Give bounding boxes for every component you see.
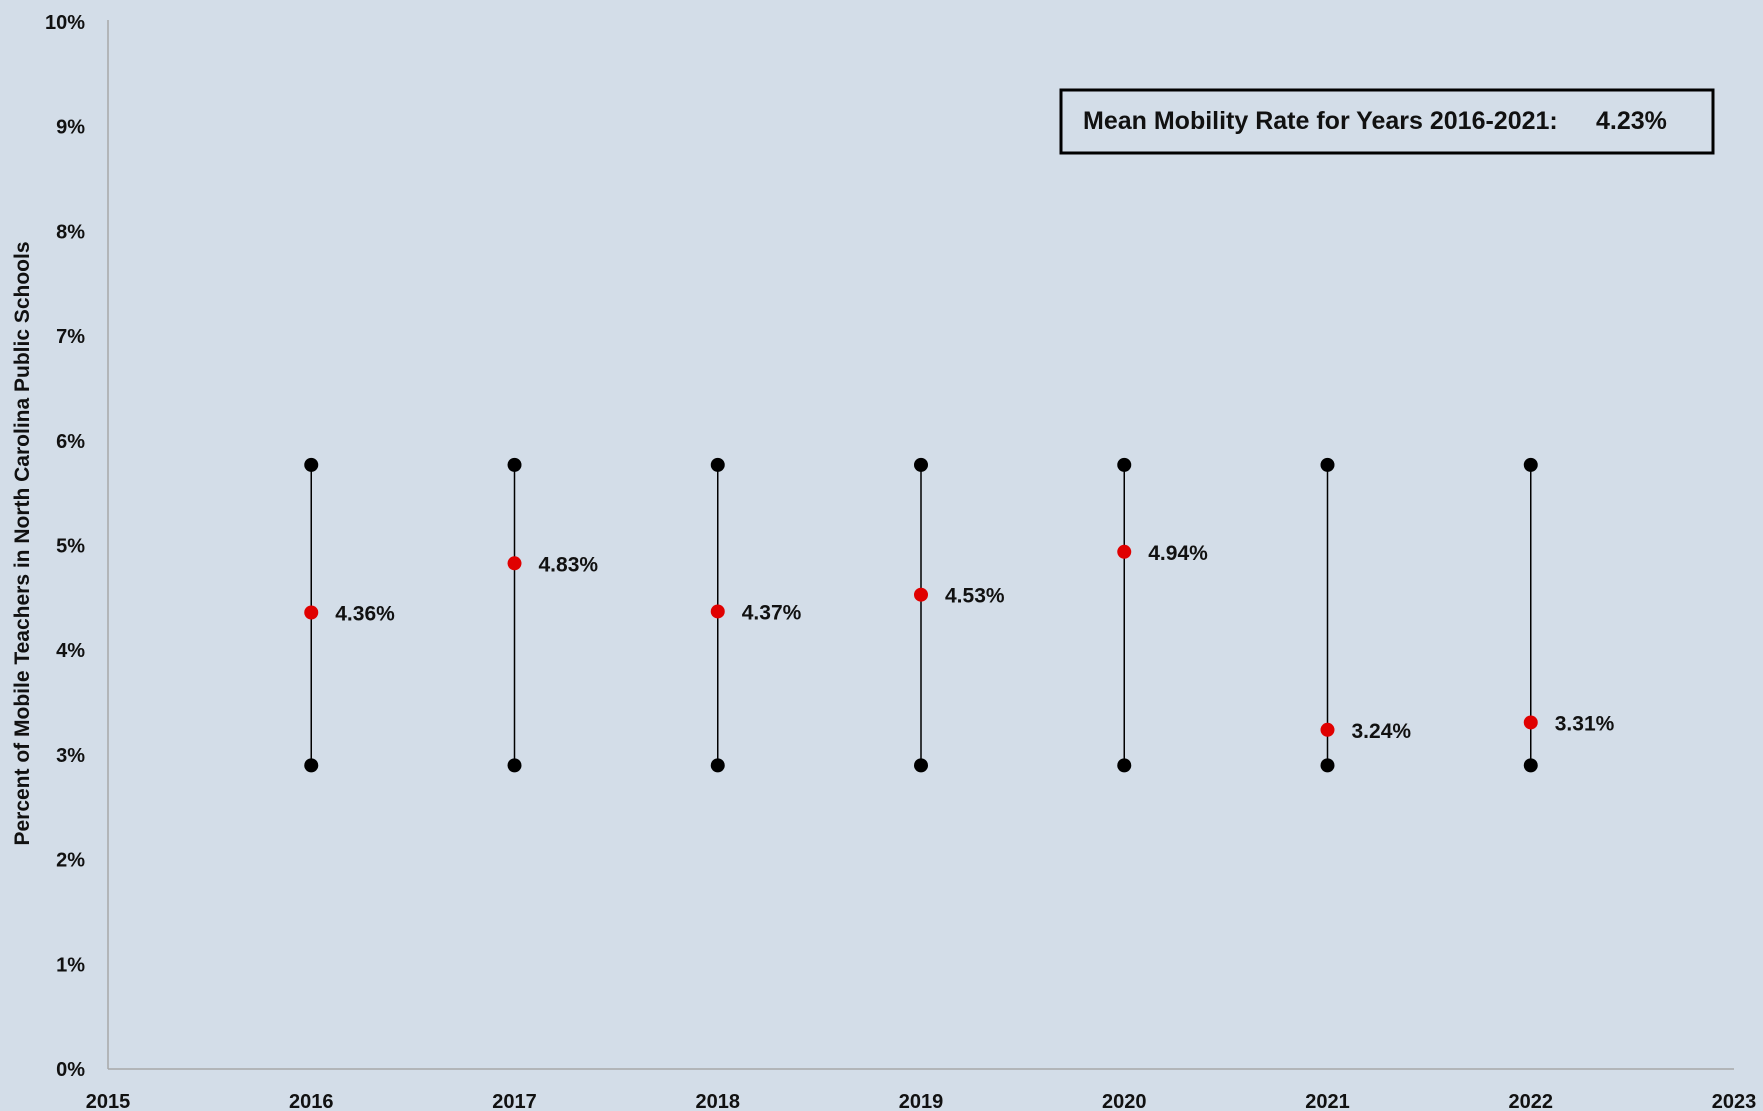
range-high-point: [304, 457, 319, 472]
range-low-point: [914, 758, 928, 773]
rate-data-label: 4.37%: [742, 601, 802, 624]
rate-point: [710, 604, 725, 619]
x-tick-label: 2016: [289, 1091, 334, 1111]
y-tick-label: 8%: [56, 221, 85, 243]
rate-data-label: 4.53%: [945, 585, 1005, 608]
rate-points: [304, 544, 1538, 737]
x-tick-label: 2018: [696, 1091, 741, 1111]
y-tick-label: 0%: [56, 1059, 85, 1081]
rate-point: [304, 605, 319, 620]
x-tick-label: 2020: [1102, 1091, 1147, 1111]
range-high-point: [507, 457, 522, 472]
rate-data-label: 4.36%: [335, 603, 395, 626]
x-tick-label: 2015: [86, 1091, 131, 1111]
range-high-point: [1523, 457, 1538, 472]
rate-data-label: 4.94%: [1148, 542, 1208, 565]
y-tick-label: 3%: [56, 745, 85, 767]
range-high-point: [914, 457, 928, 472]
rate-point: [914, 587, 928, 602]
axes: [107, 20, 1734, 1070]
x-tick-label: 2017: [492, 1091, 537, 1111]
range-low-point: [710, 758, 725, 773]
range-low-point: [1320, 758, 1335, 773]
y-tick-label: 6%: [56, 431, 85, 453]
range-low-point: [507, 758, 522, 773]
y-tick-label: 5%: [56, 536, 85, 558]
range-high-point: [710, 457, 725, 472]
range-low-point: [1117, 758, 1132, 773]
mean-annotation-label: Mean Mobility Rate for Years 2016-2021:: [1083, 107, 1558, 135]
rate-point: [1320, 722, 1335, 737]
range-low-point: [1523, 758, 1538, 773]
rate-labels: 4.36% 4.83% 4.37% 4.53% 4.94% 3.24% 3.31%: [335, 542, 1614, 743]
y-tick-label: 9%: [56, 117, 85, 139]
x-tick-label: 2019: [899, 1091, 944, 1111]
rate-data-label: 3.31%: [1555, 712, 1615, 735]
x-tick-label: 2021: [1305, 1091, 1350, 1111]
y-tick-label: 2%: [56, 850, 85, 872]
rate-data-label: 3.24%: [1352, 720, 1412, 743]
y-tick-label: 1%: [56, 954, 85, 976]
range-high-point: [1117, 457, 1132, 472]
x-tick-label: 2023: [1712, 1091, 1757, 1111]
range-low-point: [304, 758, 319, 773]
y-axis-title: Percent of Mobile Teachers in North Caro…: [11, 241, 34, 845]
mean-annotation-value: 4.23%: [1596, 107, 1667, 135]
y-tick-label: 7%: [56, 326, 85, 348]
mean-annotation-box: Mean Mobility Rate for Years 2016-2021: …: [1059, 88, 1715, 155]
mean-annotation-frame: [1059, 88, 1715, 155]
rate-point: [1523, 715, 1538, 730]
x-tick-label: 2022: [1509, 1091, 1554, 1111]
range-high-point: [1320, 457, 1335, 472]
rate-point: [507, 556, 522, 571]
y-axis-ticks: 0% 1% 2% 3% 4% 5% 6% 7% 8% 9% 10%: [45, 12, 85, 1081]
rate-data-label: 4.83%: [539, 553, 599, 576]
y-tick-label: 10%: [45, 12, 85, 34]
x-axis-ticks: 2015 2016 2017 2018 2019 2020 2021 2022 2023: [86, 1091, 1757, 1111]
rate-point: [1117, 544, 1132, 559]
y-tick-label: 4%: [56, 640, 85, 662]
